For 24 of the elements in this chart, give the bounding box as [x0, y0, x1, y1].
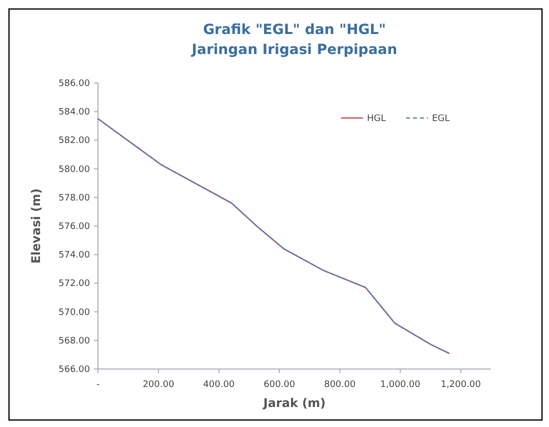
- x-tick-label: 800.00: [324, 380, 356, 390]
- x-tick-label: 400.00: [203, 380, 235, 390]
- chart-subtitle: Jaringan Irigasi Perpipaan: [190, 42, 398, 58]
- y-tick-label: 576.00: [58, 222, 90, 232]
- y-tick-label: 584.00: [58, 108, 90, 118]
- x-tick-label: 1,000.00: [380, 380, 421, 390]
- x-tick-label: -: [96, 380, 100, 390]
- y-tick-label: 566.00: [58, 365, 90, 375]
- legend-label: HGL: [367, 114, 386, 124]
- y-tick-label: 572.00: [58, 279, 90, 290]
- y-tick-label: 586.00: [58, 79, 90, 89]
- x-tick-label: 200.00: [142, 380, 174, 390]
- x-tick-label: 600.00: [264, 380, 296, 390]
- y-tick-label: 580.00: [58, 164, 90, 175]
- chart-title: Grafik "EGL" dan "HGL": [203, 22, 386, 38]
- legend-label: EGL: [432, 114, 450, 124]
- y-tick-label: 574.00: [58, 250, 90, 261]
- y-tick-label: 570.00: [58, 308, 90, 318]
- y-axis-title: Elevasi (m): [29, 188, 43, 264]
- y-tick-label: 582.00: [58, 136, 90, 146]
- x-tick-label: 1,200.00: [440, 380, 482, 390]
- y-tick-label: 568.00: [58, 336, 90, 346]
- y-tick-label: 578.00: [58, 193, 90, 204]
- x-axis-title: Jarak (m): [262, 396, 326, 410]
